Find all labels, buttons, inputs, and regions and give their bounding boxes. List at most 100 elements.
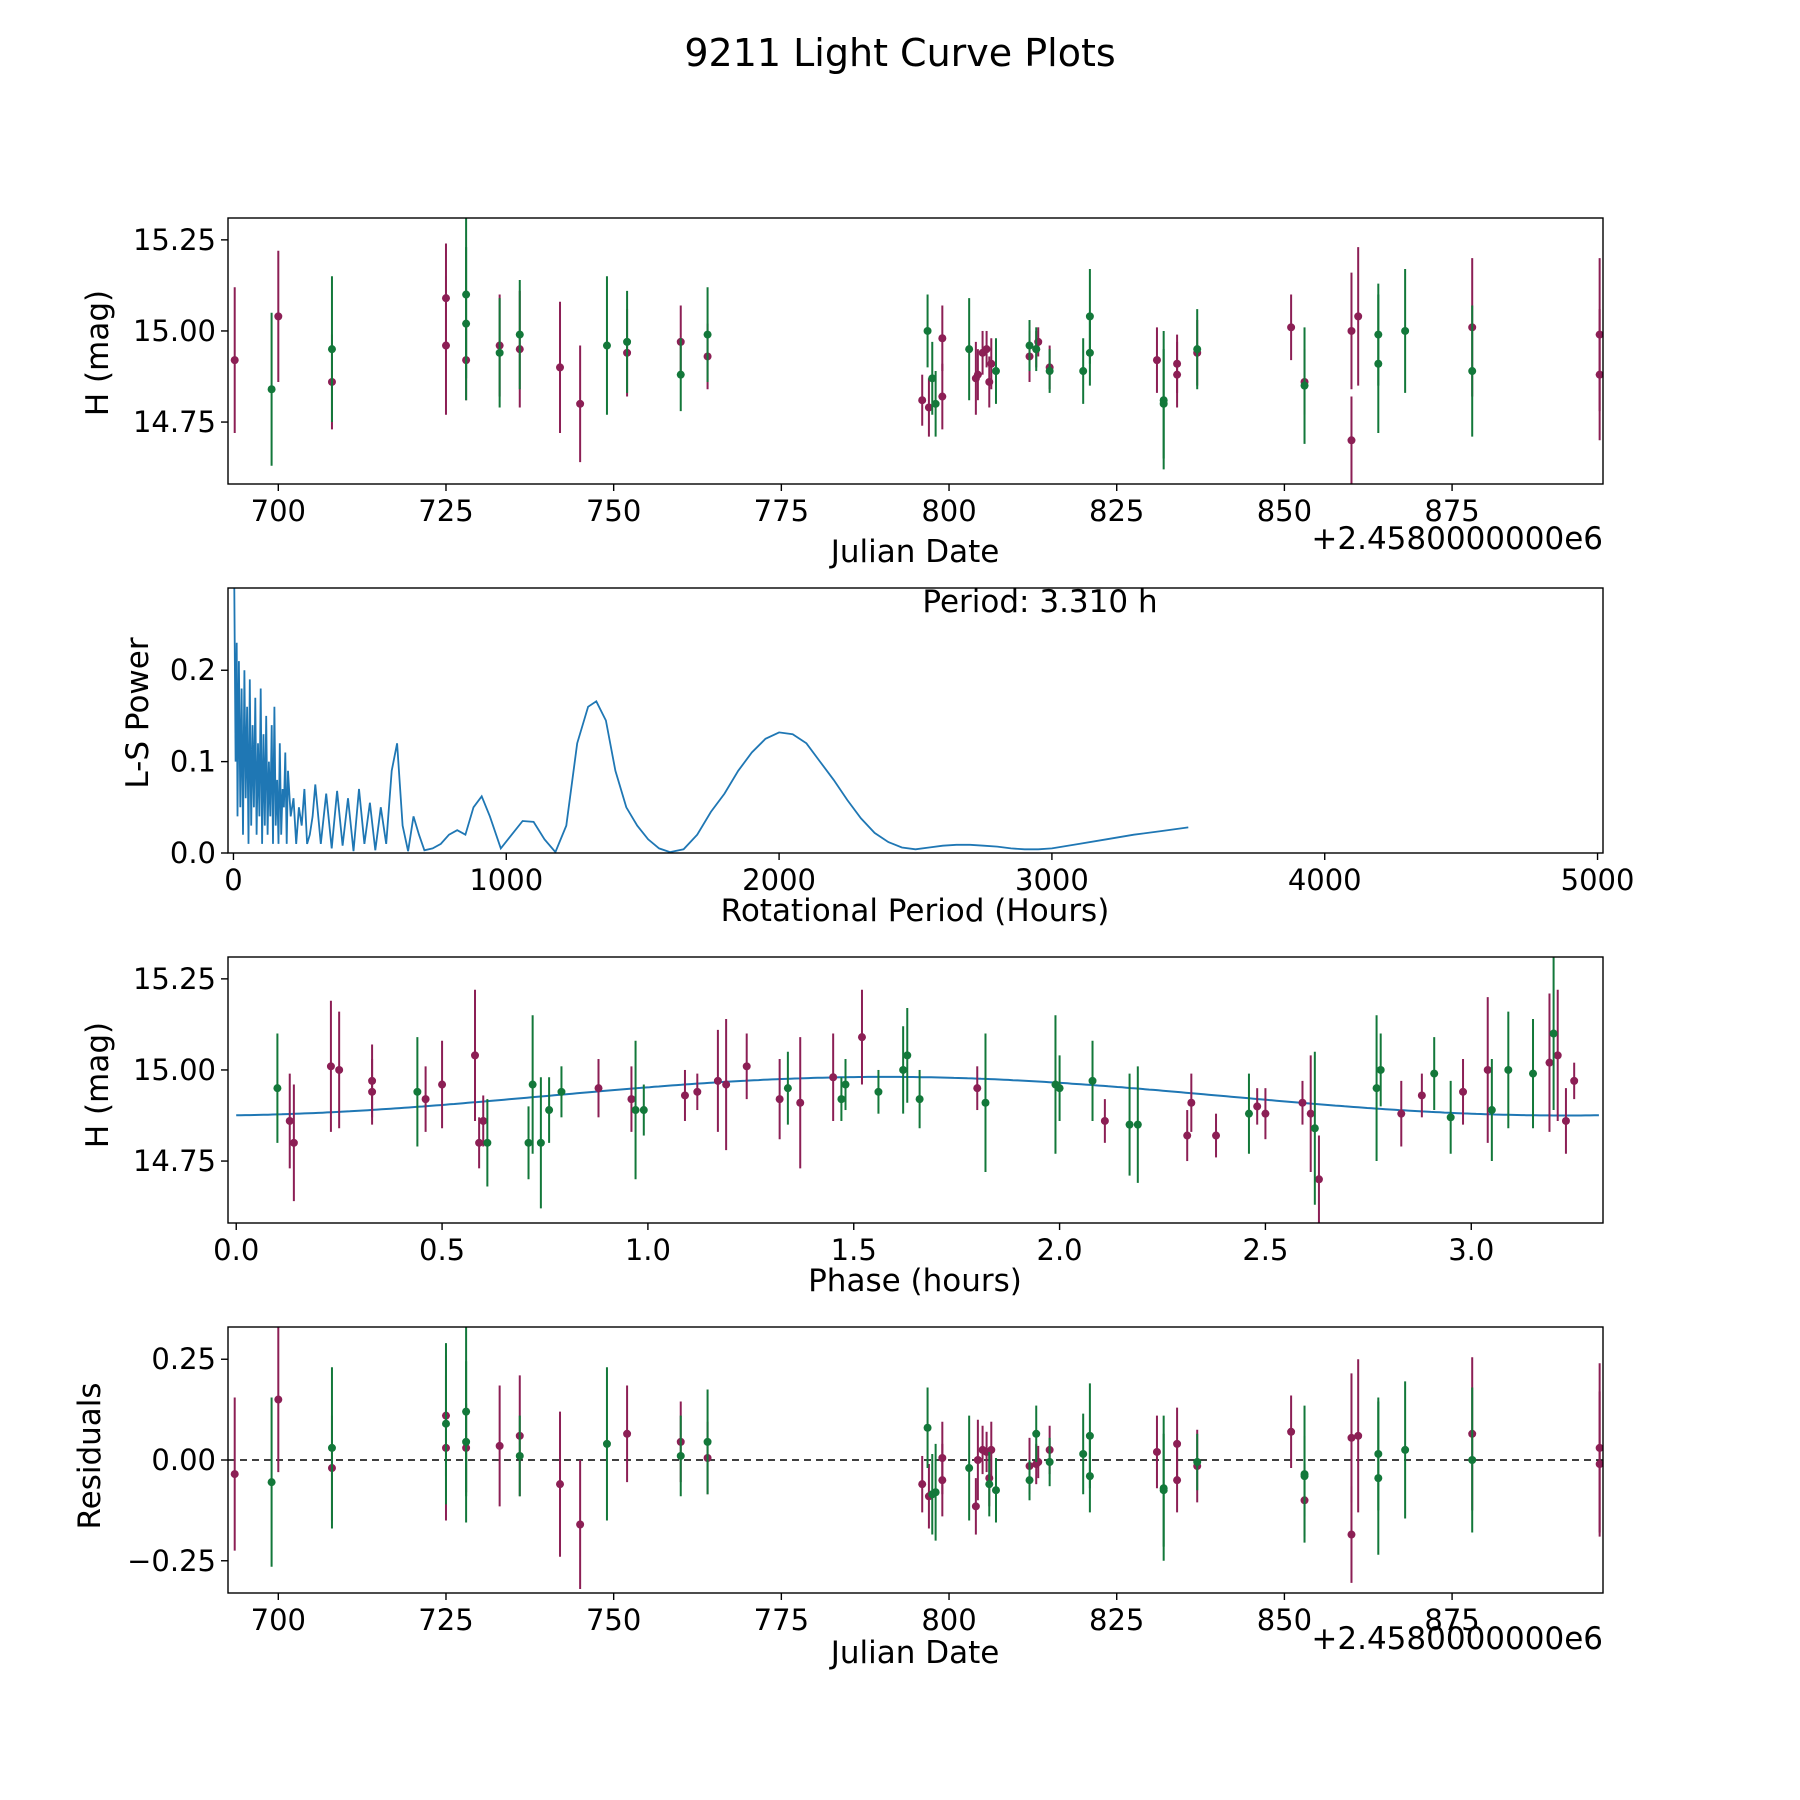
residuals-filter_b-point-5 [515,1451,524,1460]
phased-light-curve-filter_b-point-15 [903,1051,912,1060]
phased-light-curve-xtick-label-6: 3.0 [1448,1233,1494,1267]
light-curve-filter_b-point-19 [1085,312,1094,321]
phased-light-curve-filter_b-point-0 [273,1084,282,1093]
phased-light-curve-panel: Phase (hours) H (mag) 0.0 0.5 1.0 1.5 2.0 2.5… [80,956,1604,1299]
periodogram-xtick-label-4: 4000 [1288,863,1362,897]
light-curve-filter_a-point-29 [1173,359,1182,368]
residuals-filter_b-point-25 [1300,1472,1309,1481]
periodogram-xlabel: Rotational Period (Hours) [721,893,1110,929]
light-curve-xtick-label-0: 700 [251,494,306,528]
residuals-filter_a-point-10 [623,1429,632,1438]
periodogram-ylabel: L-S Power [120,637,156,788]
light-curve-filter_a-point-14 [924,403,933,412]
phased-light-curve-xtick-label-2: 1.0 [625,1233,671,1267]
phased-light-curve-xtick-label-3: 1.5 [831,1233,877,1267]
fourier-model-curve [236,1075,1599,1117]
phased-light-curve-filter_a-point-34 [1459,1087,1468,1096]
phased-light-curve-filter_b-point-3 [524,1138,533,1147]
residuals-filter_b-point-23 [1193,1458,1202,1467]
phased-light-curve-filter_a-point-24 [1183,1131,1192,1140]
periodogram-panel: Rotational Period (Hours) L-S Power Peri… [120,584,1634,929]
phased-light-curve-filter_a-point-35 [1483,1065,1492,1074]
phased-light-curve-ytick-label-1: 15.00 [133,1053,216,1087]
residuals-filter_b-point-7 [676,1451,685,1460]
light-curve-filter_a-point-33 [1347,436,1356,445]
phased-light-curve-filter_a-point-14 [693,1087,702,1096]
light-curve-offset-text: +2.4580000000e6 [1311,521,1603,557]
periodogram-ytick-label-1: 0.1 [170,745,216,779]
phased-light-curve-filter_a-point-29 [1298,1098,1307,1107]
phased-light-curve-filter_b-point-19 [1055,1084,1064,1093]
residuals-filter_a-point-6 [495,1441,504,1450]
residuals-filter_a-point-28 [1173,1439,1182,1448]
phased-light-curve-filter_b-point-16 [915,1095,924,1104]
residuals-filter_a-point-9 [576,1520,585,1529]
residuals-ytick-label-1: 0.00 [151,1443,216,1477]
residuals-xtick-label-0: 700 [251,1603,306,1637]
phased-light-curve-filter_b-point-27 [1430,1069,1439,1078]
light-curve-xtick-label-2: 750 [586,494,641,528]
light-curve-filter_b-point-28 [1468,367,1477,376]
light-curve-filter_b-point-22 [1159,399,1168,408]
light-curve-filter_a-point-35 [1354,312,1363,321]
residuals-filter_a-point-38 [1595,1460,1603,1469]
phased-light-curve-filter_a-point-3 [335,1065,344,1074]
light-curve-ytick-label-0: 14.75 [133,405,216,439]
residuals-xtick-label-1: 725 [418,1603,473,1637]
residuals-filter_a-point-29 [1173,1476,1182,1485]
phased-light-curve-xtick-label-4: 2.0 [1037,1233,1083,1267]
residuals-filter_b-point-16 [1032,1429,1041,1438]
phased-light-curve-filter_a-point-33 [1417,1091,1426,1100]
phased-light-curve-filter_b-point-7 [557,1087,566,1096]
light-curve-filter_a-point-34 [1347,326,1356,335]
residuals-filter_b-point-27 [1374,1449,1383,1458]
phased-light-curve-filter_b-point-4 [528,1080,537,1089]
light-curve-filter_b-point-17 [1045,367,1054,376]
light-curve-plot-area [230,218,1603,484]
light-curve-xtick-label-6: 850 [1257,494,1312,528]
light-curve-filter_a-point-15 [938,334,947,343]
residuals-panel: Julian Date Residuals +2.4580000000e6 70… [72,1326,1604,1671]
light-curve-filter_b-point-13 [965,345,974,354]
residuals-ylabel: Residuals [72,1382,108,1529]
light-curve-filter_b-point-24 [1300,381,1309,390]
residuals-filter_a-point-27 [1152,1447,1161,1456]
period-annotation: Period: 3.310 h [922,584,1157,620]
phased-light-curve-filter_b-point-24 [1310,1124,1319,1133]
phased-light-curve-filter_a-point-15 [713,1076,722,1085]
residuals-plot-area [228,1327,1603,1589]
phased-light-curve-filter_b-point-31 [1529,1069,1538,1078]
figure-title: 9211 Light Curve Plots [684,31,1115,75]
residuals-filter_b-point-19 [1085,1431,1094,1440]
residuals-filter_a-point-8 [556,1480,565,1489]
phased-light-curve-filter_a-point-2 [326,1062,335,1071]
phased-light-curve-filter_b-point-6 [545,1106,554,1115]
phased-light-curve-filter_a-point-19 [796,1098,805,1107]
phased-light-curve-filter_a-point-0 [285,1116,294,1125]
light-curve-xtick-label-4: 800 [921,494,976,528]
residuals-filter_b-point-9 [923,1423,932,1432]
residuals-ytick-label-2: 0.25 [151,1342,216,1376]
light-curve-filter_a-point-13 [918,396,927,405]
light-curve-filter_b-point-1 [327,345,336,354]
residuals-filter_a-point-33 [1347,1530,1356,1539]
phased-light-curve-filter_a-point-30 [1306,1109,1315,1118]
phased-light-curve-filter_a-point-25 [1187,1098,1196,1107]
light-curve-filter_a-point-18 [973,370,982,379]
phased-light-curve-filter_a-point-16 [722,1080,731,1089]
residuals-filter_b-point-17 [1045,1458,1054,1467]
light-curve-xlabel: Julian Date [829,534,1000,570]
light-curve-panel: Julian Date H (mag) +2.4580000000e6 700 7… [80,217,1604,570]
phased-ylabel: H (mag) [80,1022,116,1148]
phased-light-curve-filter_b-point-5 [536,1138,545,1147]
phased-light-curve-filter_b-point-20 [1088,1076,1097,1085]
phased-light-curve-filter_a-point-28 [1261,1109,1270,1118]
light-curve-filter_b-point-18 [1079,367,1088,376]
phased-light-curve-filter_a-point-32 [1397,1109,1406,1118]
light-curve-xtick-label-3: 775 [754,494,809,528]
light-curve-filter_a-point-27 [1152,356,1161,365]
residuals-filter_b-point-14 [991,1486,1000,1495]
residuals-filter_a-point-13 [918,1480,927,1489]
residuals-filter_b-point-4 [462,1437,471,1446]
